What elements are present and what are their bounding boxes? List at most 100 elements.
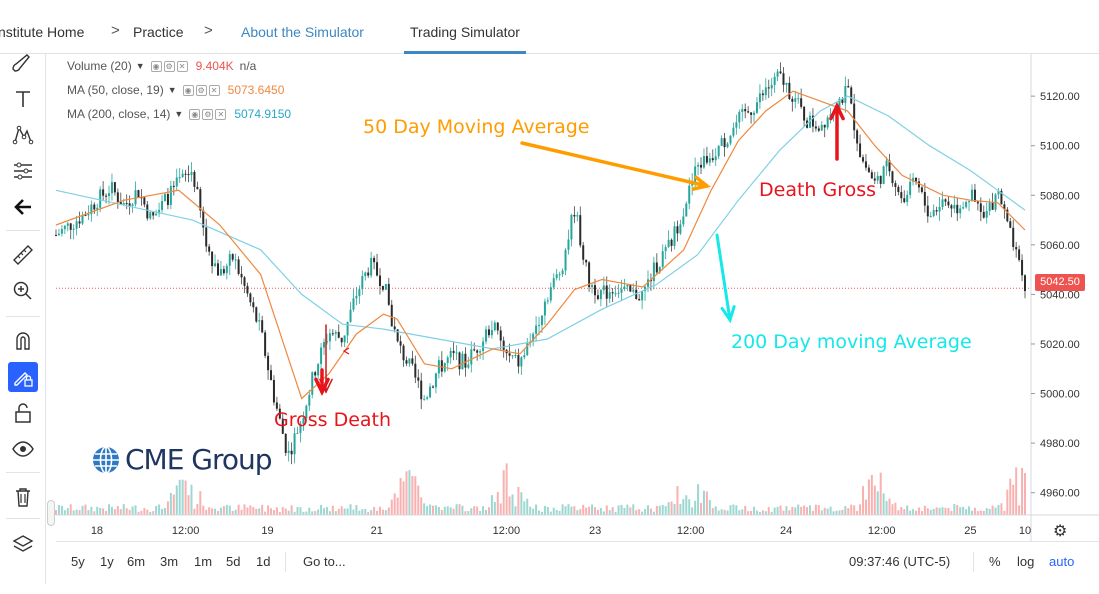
close-icon[interactable]: ✕ (176, 60, 188, 72)
gear-icon[interactable]: ⚙ (202, 108, 214, 120)
volume-bar (231, 510, 234, 515)
text-tool[interactable] (8, 84, 38, 114)
legend-ma50[interactable]: MA (50, close, 19) ▼ ◉ ⚙ ✕ 5073.6450 (67, 83, 284, 97)
brush-tool[interactable] (8, 48, 38, 78)
legend-ma200[interactable]: MA (200, close, 14) ▼ ◉ ⚙ ✕ 5074.9150 (67, 107, 291, 121)
pattern-tool[interactable] (8, 120, 38, 150)
volume-bar (744, 505, 747, 515)
volume-bar (499, 503, 502, 515)
eye-icon[interactable]: ◉ (189, 108, 201, 120)
lock-drawing-tool[interactable] (8, 362, 38, 392)
volume-bar (912, 509, 915, 515)
goto-button[interactable]: Go to... (303, 554, 346, 569)
volume-bar (508, 496, 511, 515)
candle-body (767, 87, 770, 89)
chevron-down-icon[interactable]: ▼ (135, 61, 145, 71)
volume-bar (1000, 503, 1003, 515)
zoom-tool[interactable] (8, 276, 38, 306)
timezone-clock[interactable]: 09:37:46 (UTC-5) (849, 554, 951, 569)
lock-tool[interactable] (8, 398, 38, 428)
breadcrumb-institute-home[interactable]: nstitute Home (0, 24, 85, 40)
remove-tool[interactable] (8, 482, 38, 512)
gear-icon[interactable]: ⚙ (195, 84, 207, 96)
candle-body (644, 286, 647, 292)
volume-bar (591, 504, 594, 515)
volume-bar (862, 486, 865, 515)
candle-body (140, 197, 143, 199)
volume-bar (973, 507, 976, 515)
volume-bar (437, 506, 440, 515)
magnet-tool[interactable] (8, 326, 38, 356)
tab-trading-simulator[interactable]: Trading Simulator (404, 24, 526, 54)
candle-body (894, 183, 897, 188)
gear-icon[interactable]: ⚙ (163, 60, 175, 72)
volume-bar (255, 508, 258, 515)
candle-body (299, 423, 302, 433)
breadcrumb-practice[interactable]: Practice (133, 24, 184, 40)
candle-body (113, 182, 116, 193)
object-tree-tool[interactable] (8, 530, 38, 560)
range-1m-button[interactable]: 1m (194, 554, 213, 569)
visibility-tool[interactable] (8, 434, 38, 464)
back-tool[interactable] (8, 192, 38, 222)
candle-body (694, 166, 697, 183)
y-tick-label: 5100.00 (1040, 141, 1080, 153)
auto-scale-toggle[interactable]: auto (1049, 554, 1075, 569)
prediction-tool[interactable] (8, 156, 38, 186)
volume-bar (870, 474, 873, 515)
candle-body (555, 274, 558, 279)
toolbar-scroll-handle[interactable] (47, 500, 55, 526)
range-1d-button[interactable]: 1d (256, 554, 271, 569)
measure-tool[interactable] (8, 240, 38, 270)
ma50-arrow-head (691, 175, 711, 191)
range-6m-button[interactable]: 6m (127, 554, 146, 569)
volume-bar (405, 471, 408, 515)
candle-body (838, 98, 841, 111)
volume-bar (540, 511, 543, 515)
candle-body (864, 161, 867, 168)
magnet-icon (16, 332, 30, 350)
volume-bar (785, 506, 788, 515)
percent-scale-toggle[interactable]: % (989, 554, 1001, 569)
candle-body (87, 214, 90, 216)
range-5y-button[interactable]: 5y (71, 554, 85, 569)
range-3m-button[interactable]: 3m (160, 554, 179, 569)
volume-bar (87, 510, 90, 515)
range-5d-button[interactable]: 5d (226, 554, 241, 569)
breadcrumb-about-simulator[interactable]: About the Simulator (241, 24, 364, 40)
close-icon[interactable]: ✕ (208, 84, 220, 96)
candle-body (214, 263, 217, 267)
candle-body (417, 377, 420, 381)
range-1y-button[interactable]: 1y (100, 554, 114, 569)
volume-bar (420, 497, 423, 515)
legend-volume[interactable]: Volume (20) ▼ ◉ ⚙ ✕ 9.404K n/a (67, 59, 256, 73)
volume-bar (72, 510, 75, 515)
close-icon[interactable]: ✕ (215, 108, 227, 120)
volume-bar (243, 504, 246, 515)
candle-body (997, 190, 1000, 195)
candle-body (800, 98, 803, 107)
volume-bar (935, 507, 938, 515)
candle-body (538, 325, 541, 327)
volume-bar (84, 504, 87, 515)
candle-body (196, 186, 199, 190)
eye-icon[interactable]: ◉ (150, 60, 162, 72)
toolbar-divider (6, 472, 40, 473)
volume-bar (979, 510, 982, 515)
candle-body (947, 201, 950, 206)
candle-body (891, 171, 894, 184)
chevron-down-icon[interactable]: ▼ (174, 109, 184, 119)
volume-bar (402, 481, 405, 515)
volume-bar (234, 509, 237, 515)
volume-bar (714, 506, 717, 515)
chevron-down-icon[interactable]: ▼ (167, 85, 177, 95)
log-scale-toggle[interactable]: log (1017, 554, 1035, 569)
eye-icon[interactable]: ◉ (182, 84, 194, 96)
candle-body (593, 285, 596, 296)
candle-body (99, 189, 102, 208)
candlesticks (55, 62, 1026, 465)
volume-bar (655, 505, 658, 515)
volume-bar (900, 507, 903, 515)
candle-body (482, 341, 485, 352)
